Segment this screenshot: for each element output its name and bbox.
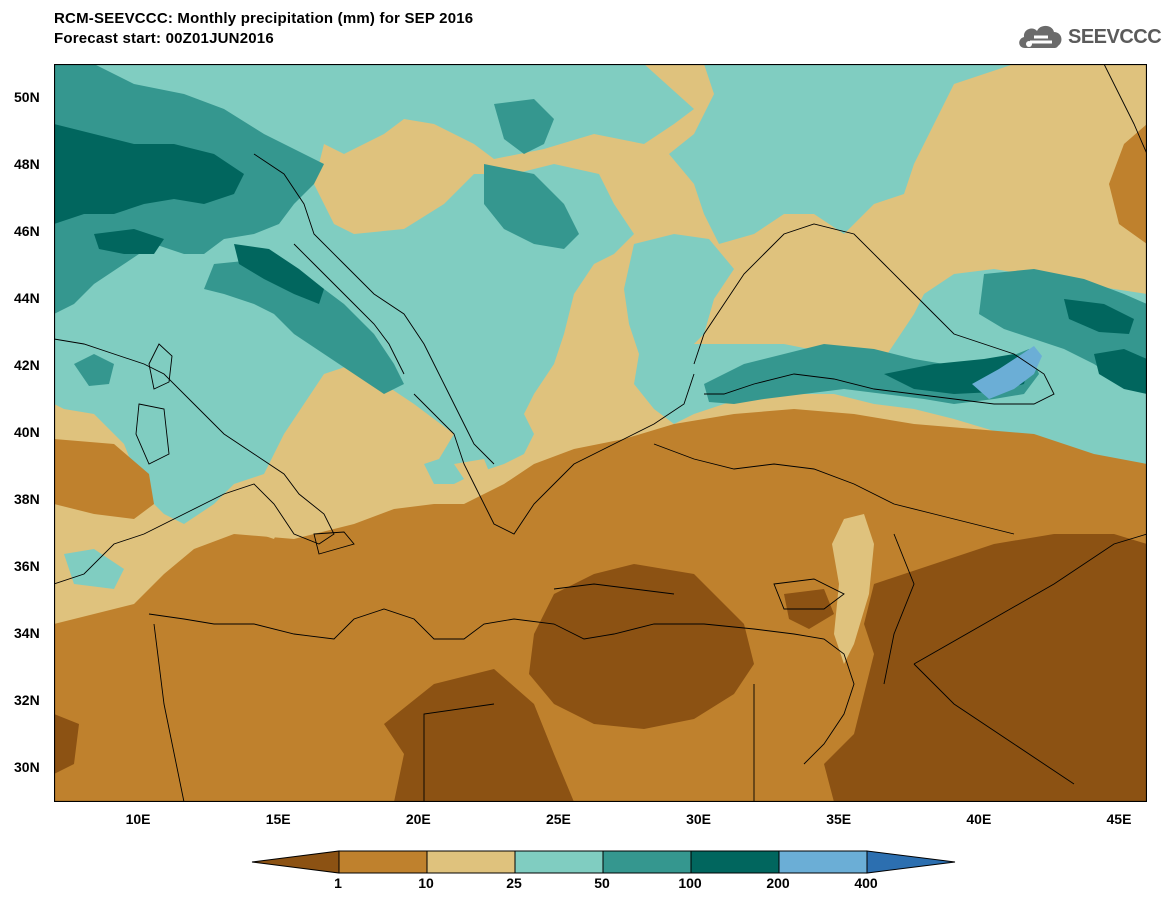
precip-class-50-100 <box>484 164 579 249</box>
colorbar-label: 100 <box>678 875 702 891</box>
precipitation-map <box>54 64 1147 802</box>
lat-tick-label: 30N <box>14 759 40 776</box>
lat-tick-label: 32N <box>14 692 40 709</box>
precip-class-10-25 <box>254 514 284 539</box>
colorbar-segment <box>338 850 428 874</box>
colorbar-segment <box>426 850 516 874</box>
precip-class-100-200 <box>234 244 324 304</box>
precip-class-below-1 <box>824 534 1147 802</box>
forecast-start-label: Forecast start: 00Z01JUN2016 <box>54 30 274 47</box>
lat-tick-label: 44N <box>14 289 40 306</box>
precip-class-100-200 <box>1064 299 1134 334</box>
map-border <box>54 64 1147 802</box>
colorbar-segment-low <box>251 850 340 874</box>
precip-class-10-25 <box>454 459 494 494</box>
lat-tick-label: 50N <box>14 88 40 105</box>
precip-class-50-100 <box>494 99 554 154</box>
logo-text: SEEVCCC <box>1068 25 1162 48</box>
colorbar-segment <box>778 850 868 874</box>
precipitation-field <box>54 64 1147 802</box>
lat-tick-label: 40N <box>14 424 40 440</box>
lat-tick-label: 36N <box>14 558 40 575</box>
colorbar <box>251 850 956 874</box>
precip-class-10-25 <box>832 514 874 664</box>
precip-class-100-200 <box>54 124 244 224</box>
cloud-icon <box>1019 25 1062 48</box>
lat-tick-label: 48N <box>14 155 40 172</box>
precip-class-1-10 <box>54 439 154 519</box>
colorbar-label: 25 <box>506 875 522 891</box>
lon-tick-label: 35E <box>826 811 852 827</box>
lon-tick-label: 40E <box>966 811 992 827</box>
lon-tick-label: 30E <box>686 811 712 827</box>
colorbar-segment <box>514 850 604 874</box>
precip-class-25-50 <box>64 549 124 589</box>
precip-class-below-1 <box>529 564 754 729</box>
precip-class-50-100 <box>204 259 404 394</box>
colorbar-segment <box>602 850 692 874</box>
lat-tick-label: 34N <box>14 625 40 642</box>
seevccc-logo: SEEVCCC <box>1016 19 1162 55</box>
lon-tick-label: 15E <box>265 811 291 827</box>
colorbar-label: 50 <box>594 875 610 891</box>
precip-class-below-1 <box>384 669 574 802</box>
precip-class-200-400 <box>972 346 1042 399</box>
precip-class-25-50 <box>669 64 1014 244</box>
precip-class-100-200 <box>94 229 164 254</box>
lat-tick-label: 46N <box>14 222 40 239</box>
precip-class-1-10 <box>1109 124 1147 244</box>
colorbar-segment <box>690 850 780 874</box>
colorbar-label: 200 <box>766 875 790 891</box>
precip-class-100-200 <box>1094 349 1147 394</box>
lat-tick-label: 42N <box>14 356 40 373</box>
map-title: RCM-SEEVCCC: Monthly precipitation (mm) … <box>54 10 474 27</box>
lon-tick-label: 25E <box>545 811 571 827</box>
colorbar-label: 400 <box>854 875 878 891</box>
lat-tick-label: 38N <box>14 491 40 508</box>
precip-class-50-100 <box>74 354 114 386</box>
lon-tick-label: 10E <box>125 811 151 827</box>
colorbar-label: 10 <box>418 875 434 891</box>
colorbar-label: 1 <box>334 875 342 891</box>
lon-tick-label: 45E <box>1106 811 1132 827</box>
colorbar-segment-high <box>866 850 956 874</box>
lon-tick-label: 20E <box>405 811 431 827</box>
precip-class-below-1 <box>54 714 79 774</box>
coastlines <box>54 64 1147 802</box>
